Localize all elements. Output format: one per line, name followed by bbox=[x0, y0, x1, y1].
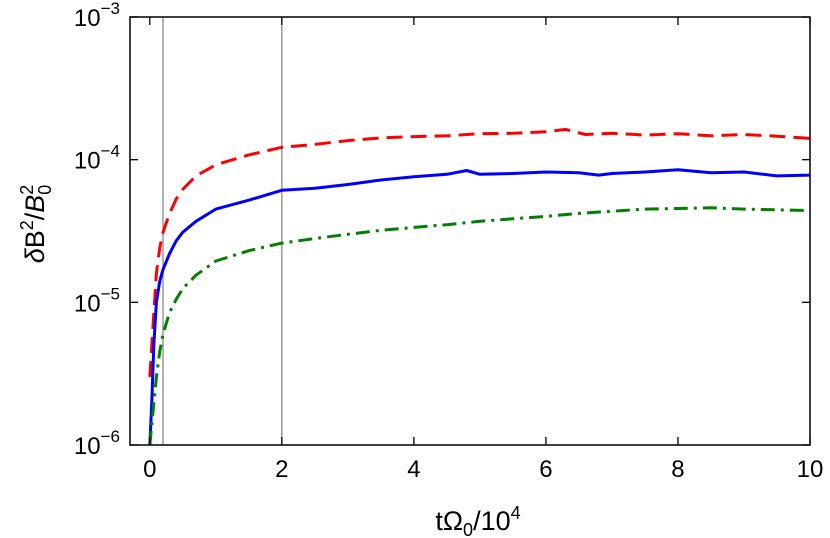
series-line-solid bbox=[148, 168, 811, 446]
y-tick-label: 10−3 bbox=[74, 0, 120, 32]
tick-marks bbox=[130, 16, 811, 446]
series-line-dashdot bbox=[148, 206, 811, 446]
y-tick-label: 10−5 bbox=[74, 284, 120, 317]
x-tick-label: 8 bbox=[671, 456, 684, 483]
reference-lines bbox=[162, 17, 283, 445]
series-lines bbox=[148, 127, 811, 446]
y-tick-labels: 10−6 10−5 10−4 10−3 bbox=[74, 0, 120, 460]
x-axis-label: tΩ0/104 bbox=[435, 503, 520, 538]
x-tick-label: 6 bbox=[539, 456, 552, 483]
x-tick-label: 2 bbox=[275, 456, 288, 483]
series-line-dashed bbox=[148, 127, 811, 377]
plot-frame bbox=[129, 16, 811, 446]
x-tick-labels: 0 2 4 6 8 10 bbox=[143, 456, 823, 483]
x-tick-label: 0 bbox=[143, 456, 156, 483]
y-tick-label: 10−4 bbox=[74, 142, 120, 175]
x-tick-label: 10 bbox=[797, 456, 824, 483]
y-axis-label: δB2/B20 bbox=[17, 185, 55, 264]
y-tick-label: 10−6 bbox=[74, 427, 120, 460]
x-tick-label: 4 bbox=[407, 456, 420, 483]
